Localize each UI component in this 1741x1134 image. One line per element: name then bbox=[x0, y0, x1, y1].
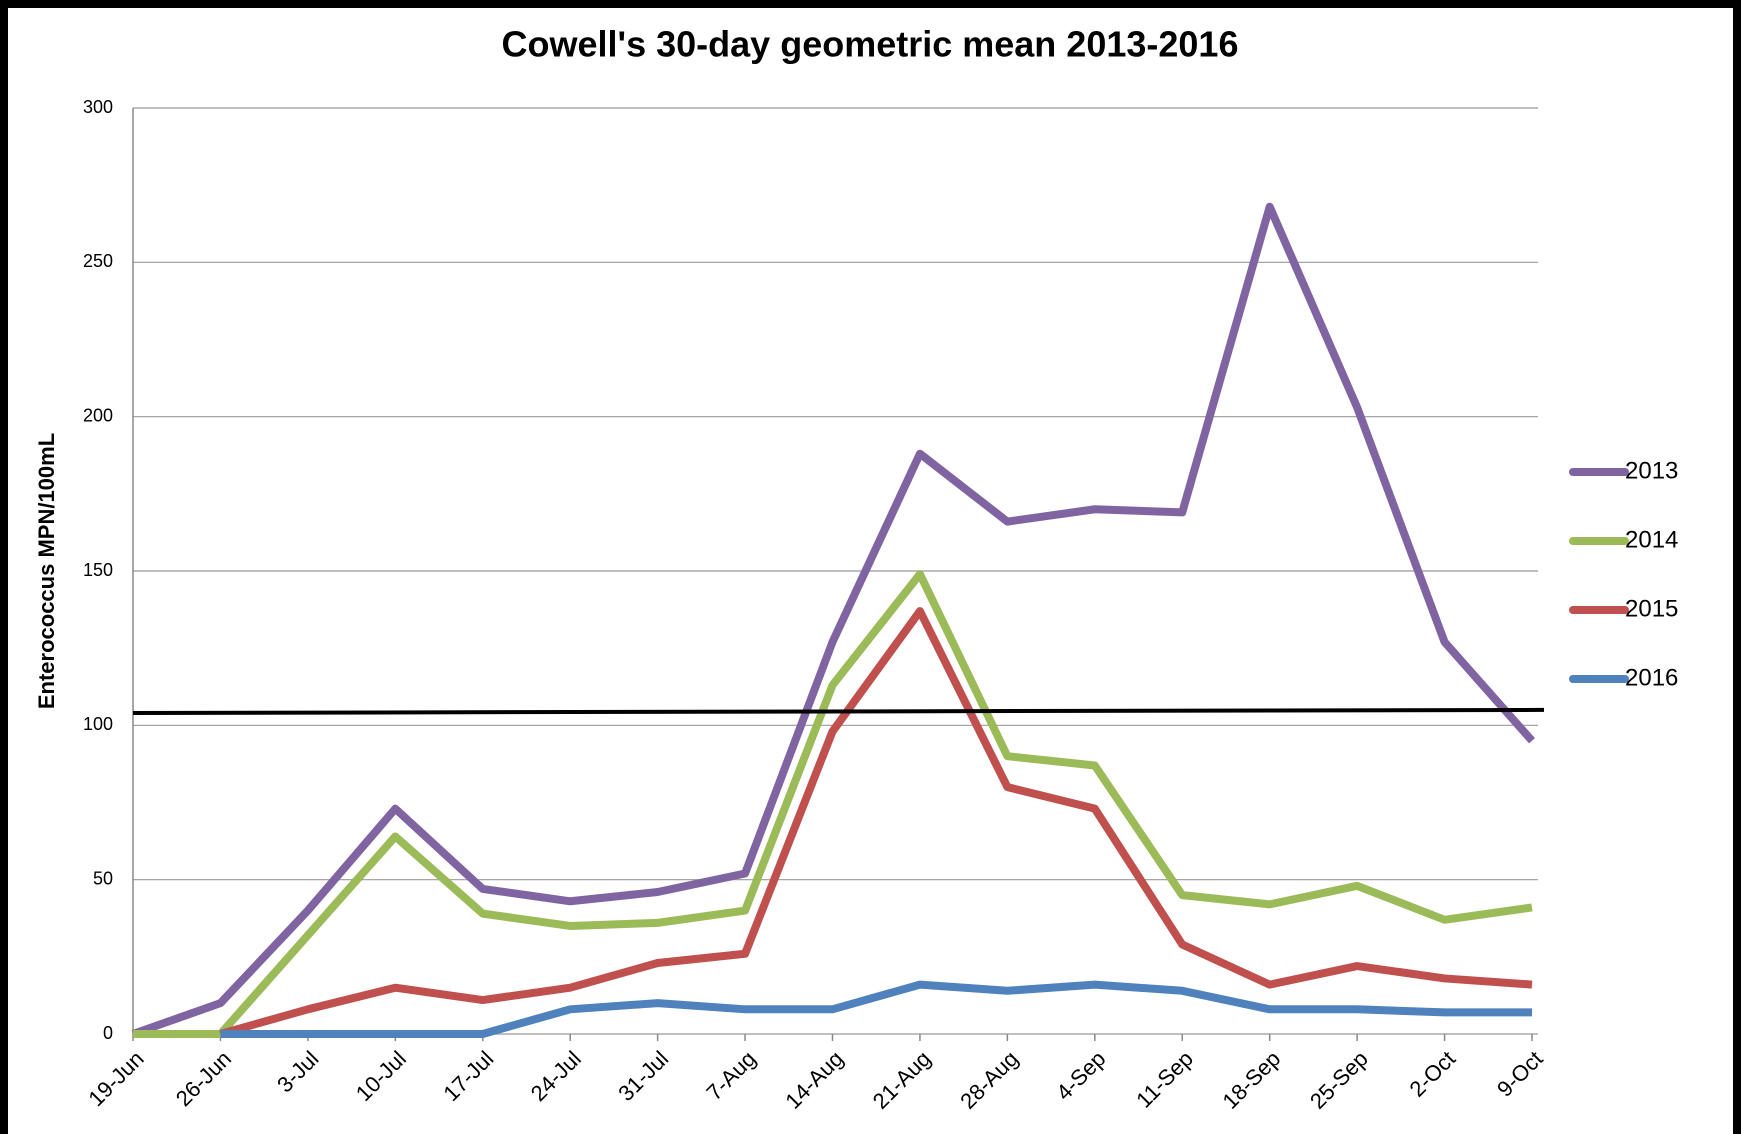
series-line bbox=[133, 570, 1533, 1038]
y-tick-label: 0 bbox=[103, 1023, 113, 1043]
chart-title: Cowell's 30-day geometric mean 2013-2016 bbox=[502, 24, 1239, 65]
y-tick-label: 150 bbox=[83, 560, 113, 580]
y-tick-label: 50 bbox=[93, 868, 113, 888]
legend-label: 2014 bbox=[1625, 526, 1678, 553]
y-tick-label: 250 bbox=[83, 251, 113, 271]
series-line bbox=[131, 202, 1535, 1038]
y-tick-label: 100 bbox=[83, 714, 113, 734]
y-tick-label: 300 bbox=[83, 97, 113, 117]
series-line bbox=[220, 980, 1532, 1038]
series-line bbox=[219, 607, 1533, 1038]
y-axis-label: Enterococcus MPN/100mL bbox=[34, 433, 59, 709]
legend-label: 2016 bbox=[1625, 664, 1678, 691]
legend-label: 2013 bbox=[1625, 457, 1678, 484]
y-tick-label: 200 bbox=[83, 405, 113, 425]
reference-line bbox=[132, 707, 1545, 715]
legend-label: 2015 bbox=[1625, 595, 1678, 622]
